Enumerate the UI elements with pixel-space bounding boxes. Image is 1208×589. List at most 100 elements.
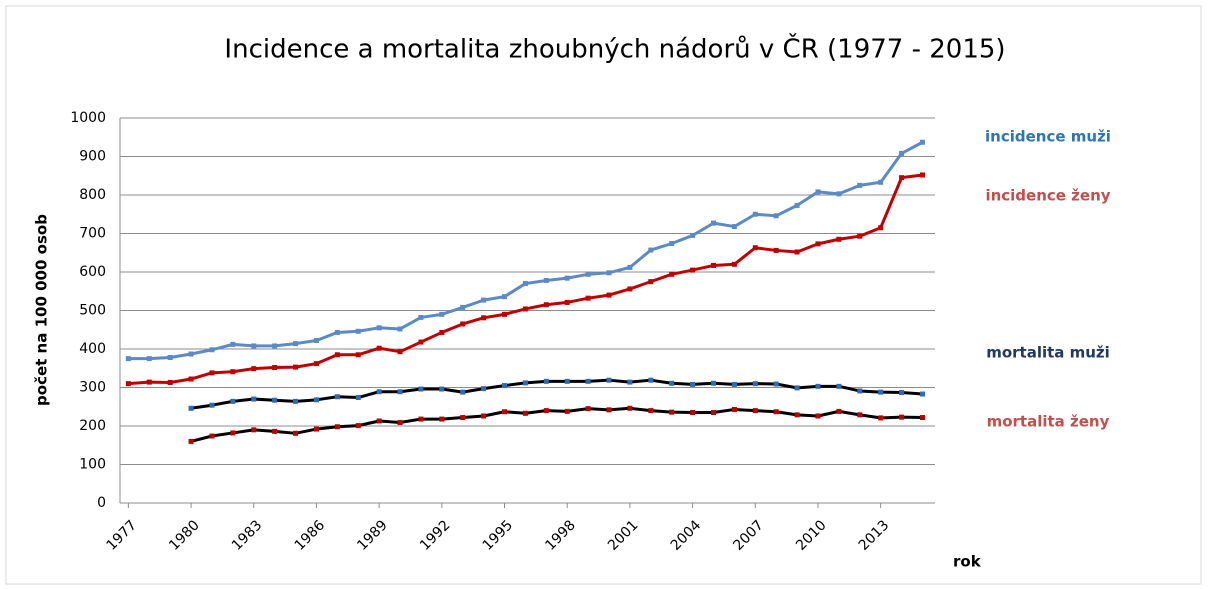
data-point — [836, 408, 842, 414]
data-point — [125, 381, 131, 387]
data-point — [502, 409, 508, 415]
y-tick-label: 500 — [79, 303, 106, 319]
data-point — [773, 381, 779, 387]
y-tick-label: 300 — [79, 380, 106, 396]
data-point — [125, 356, 131, 362]
data-point — [690, 410, 696, 416]
data-point — [690, 232, 696, 238]
data-point — [209, 402, 215, 408]
data-point — [836, 191, 842, 197]
data-point — [418, 416, 424, 422]
chart-title: Incidence a mortalita zhoubných nádorů v… — [224, 33, 1005, 65]
data-point — [334, 352, 340, 358]
data-point — [669, 409, 675, 415]
data-point — [627, 405, 633, 411]
data-point — [355, 352, 361, 358]
data-point — [272, 397, 278, 403]
data-point — [899, 150, 905, 156]
data-point — [543, 277, 549, 283]
y-tick-label: 600 — [79, 264, 106, 280]
data-point — [230, 430, 236, 436]
data-point — [585, 378, 591, 384]
data-point — [272, 428, 278, 434]
data-point — [857, 233, 863, 239]
data-point — [460, 321, 466, 327]
data-point — [815, 413, 821, 419]
data-point — [293, 398, 299, 404]
data-point — [794, 202, 800, 208]
series-label: mortalita muži — [986, 344, 1110, 362]
data-point — [313, 397, 319, 403]
data-point — [564, 408, 570, 414]
data-point — [731, 381, 737, 387]
data-point — [439, 416, 445, 422]
data-point — [522, 380, 528, 386]
data-point — [188, 438, 194, 444]
data-point — [627, 286, 633, 292]
data-point — [794, 412, 800, 418]
data-point — [710, 410, 716, 416]
data-point — [209, 433, 215, 439]
y-tick-label: 1000 — [70, 110, 106, 126]
data-point — [648, 377, 654, 383]
series-line — [190, 406, 923, 443]
data-point — [230, 369, 236, 375]
data-point — [334, 394, 340, 400]
data-point — [376, 389, 382, 395]
data-point — [334, 424, 340, 430]
data-point — [188, 351, 194, 357]
data-point — [418, 314, 424, 320]
data-point — [606, 407, 612, 413]
data-point — [794, 385, 800, 391]
data-point — [606, 292, 612, 298]
data-point — [251, 343, 257, 349]
data-point — [773, 409, 779, 415]
data-point — [899, 175, 905, 181]
data-point — [752, 245, 758, 251]
data-point — [272, 343, 278, 349]
data-point — [815, 189, 821, 195]
data-point — [397, 326, 403, 332]
series-label: incidence muži — [985, 128, 1111, 146]
data-point — [773, 247, 779, 253]
data-point — [209, 370, 215, 376]
data-point — [543, 302, 549, 308]
data-point — [585, 406, 591, 412]
data-point — [376, 418, 382, 424]
data-point — [230, 398, 236, 404]
data-point — [460, 304, 466, 310]
data-point — [376, 325, 382, 331]
y-tick-label: 800 — [79, 187, 106, 203]
data-point — [836, 236, 842, 242]
data-point — [878, 225, 884, 231]
data-point — [648, 247, 654, 253]
y-axis-label: počet na 100 000 osob — [33, 214, 51, 406]
data-point — [481, 413, 487, 419]
data-point — [188, 405, 194, 411]
data-point — [313, 426, 319, 432]
data-point — [418, 386, 424, 392]
data-point — [397, 349, 403, 355]
data-point — [564, 378, 570, 384]
data-point — [355, 328, 361, 334]
data-point — [752, 211, 758, 217]
data-point — [857, 182, 863, 188]
data-point — [585, 295, 591, 301]
data-point — [731, 224, 737, 230]
data-point — [272, 364, 278, 370]
data-point — [439, 386, 445, 392]
data-point — [669, 271, 675, 277]
data-point — [251, 427, 257, 433]
data-point — [502, 311, 508, 317]
data-point — [585, 271, 591, 277]
data-point — [167, 354, 173, 360]
data-point — [167, 379, 173, 385]
data-point — [919, 139, 925, 145]
data-point — [522, 306, 528, 312]
data-point — [460, 415, 466, 421]
data-point — [502, 383, 508, 389]
data-point — [627, 264, 633, 270]
y-tick-label: 100 — [79, 457, 106, 473]
data-point — [899, 414, 905, 420]
